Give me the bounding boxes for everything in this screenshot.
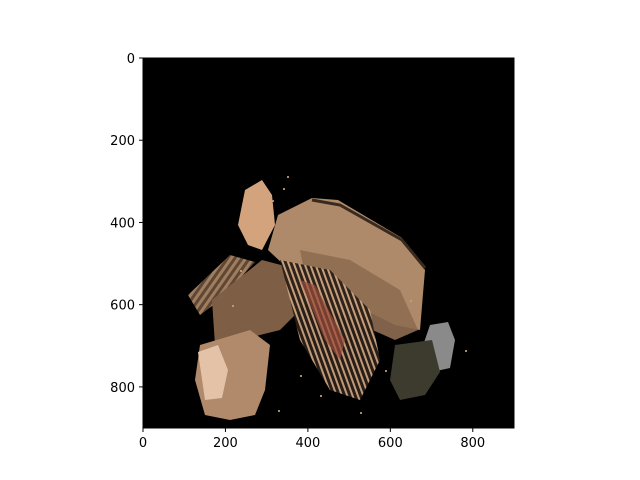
y-tick-label: 600 (110, 299, 135, 314)
surface-right-dark (390, 340, 440, 400)
x-tick-label: 400 (295, 436, 320, 451)
surface-upper-left (238, 180, 275, 250)
surface-lower-left-highlight (198, 345, 228, 400)
x-axis: 0 200 400 600 800 (139, 428, 485, 451)
y-tick-label: 0 (127, 52, 135, 67)
point-cloud (188, 176, 467, 420)
y-tick-label: 200 (110, 134, 135, 149)
surface-red-strip (300, 280, 345, 360)
image-area (142, 57, 515, 429)
x-tick-label: 0 (139, 436, 147, 451)
y-tick-label: 400 (110, 216, 135, 231)
axes-frame (142, 57, 515, 429)
x-tick-label: 200 (213, 436, 238, 451)
scattered-points (232, 176, 467, 414)
y-tick-label: 800 (110, 381, 135, 396)
x-tick-label: 800 (460, 436, 485, 451)
edge-rim (311, 198, 427, 269)
x-tick-label: 600 (378, 436, 403, 451)
y-axis: 0 200 400 600 800 (110, 52, 143, 396)
surface-left-beam (188, 255, 255, 315)
